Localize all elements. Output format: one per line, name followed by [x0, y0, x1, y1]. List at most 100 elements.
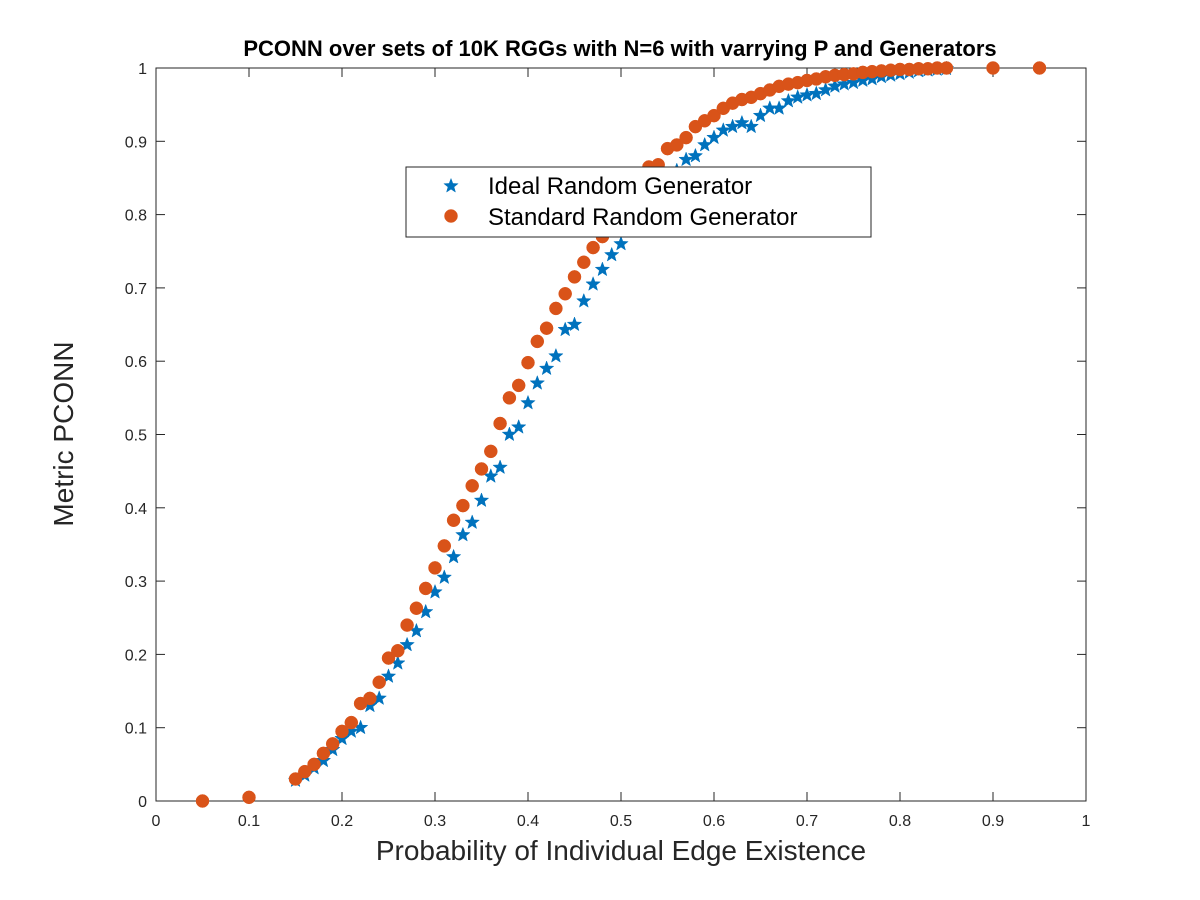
series-standard-random-generator [195, 61, 1047, 808]
legend-marker-standard [444, 209, 458, 223]
data-point-standard-random-generator [986, 61, 1000, 75]
data-point-standard-random-generator [428, 561, 442, 575]
data-point-standard-random-generator [456, 498, 470, 513]
data-point-ideal-random-generator [473, 492, 490, 508]
y-tick-label: 0 [138, 794, 147, 811]
data-point-ideal-random-generator [594, 261, 611, 277]
data-point-standard-random-generator [335, 724, 349, 739]
data-point-ideal-random-generator [724, 118, 741, 134]
data-point-standard-random-generator [298, 764, 312, 779]
data-point-standard-random-generator [939, 61, 954, 75]
x-tick-label: 0.8 [889, 813, 911, 830]
data-point-ideal-random-generator [529, 374, 546, 390]
y-tick-label: 0.8 [125, 208, 147, 225]
data-point-ideal-random-generator [678, 151, 694, 167]
data-point-standard-random-generator [418, 581, 433, 596]
data-point-ideal-random-generator [548, 347, 564, 363]
legend-star-marker [443, 177, 459, 193]
y-tick-label: 0.1 [125, 721, 147, 738]
y-axis-ticks: 0 0.1 0.2 0.3 0.4 0.5 0.6 0.7 0.8 0.9 1 [125, 61, 1086, 811]
data-point-standard-random-generator [567, 270, 582, 284]
data-point-standard-random-generator [307, 757, 321, 772]
data-point-standard-random-generator [511, 378, 526, 393]
y-tick-label: 0.2 [125, 647, 147, 664]
data-point-ideal-random-generator [808, 85, 825, 101]
data-point-standard-random-generator [539, 321, 554, 335]
data-point-standard-random-generator [195, 794, 210, 808]
y-tick-label: 0.5 [125, 428, 147, 445]
data-point-ideal-random-generator [436, 569, 453, 585]
data-point-ideal-random-generator [575, 292, 592, 308]
data-point-standard-random-generator [446, 513, 461, 528]
data-point-standard-random-generator [381, 651, 396, 665]
y-tick-label: 0.9 [125, 134, 147, 151]
y-tick-label: 0.6 [125, 354, 147, 371]
legend-label-standard: Standard Random Generator [488, 204, 798, 231]
data-point-ideal-random-generator [380, 668, 397, 684]
data-point-ideal-random-generator [687, 147, 704, 163]
chart-title: PCONN over sets of 10K RGGs with N=6 wit… [243, 36, 996, 61]
data-point-ideal-random-generator [455, 526, 471, 542]
data-point-ideal-random-generator [492, 459, 508, 475]
x-tick-label: 0.1 [238, 813, 260, 830]
legend-circle-marker [444, 209, 458, 223]
y-tick-label: 1 [138, 61, 147, 78]
data-point-ideal-random-generator [743, 118, 760, 134]
legend-label-ideal: Ideal Random Generator [488, 173, 752, 200]
data-point-ideal-random-generator [464, 514, 481, 530]
data-point-ideal-random-generator [585, 276, 601, 291]
data-point-ideal-random-generator [445, 548, 462, 564]
data-point-standard-random-generator [242, 790, 256, 805]
data-point-standard-random-generator [363, 691, 377, 706]
data-point-ideal-random-generator [603, 246, 620, 262]
x-tick-label: 0.2 [331, 813, 353, 830]
y-tick-label: 0.3 [125, 574, 147, 591]
data-point-ideal-random-generator [557, 321, 574, 337]
data-point-ideal-random-generator [538, 360, 555, 376]
data-point-ideal-random-generator [780, 92, 797, 108]
data-point-ideal-random-generator [817, 81, 834, 97]
data-point-standard-random-generator [288, 772, 303, 786]
legend: Ideal Random Generator Standard Random G… [405, 166, 872, 238]
legend-marker-ideal [443, 177, 459, 193]
data-point-standard-random-generator [437, 539, 452, 553]
data-point-ideal-random-generator [613, 235, 629, 251]
data-point-standard-random-generator [521, 355, 535, 370]
data-point-standard-random-generator [679, 130, 693, 145]
data-point-standard-random-generator [502, 391, 517, 405]
data-point-standard-random-generator [372, 675, 386, 690]
x-tick-label: 0.3 [424, 813, 446, 830]
data-point-ideal-random-generator [715, 122, 732, 137]
x-tick-label: 0.6 [703, 813, 725, 830]
data-point-ideal-random-generator [399, 636, 415, 652]
data-point-standard-random-generator [577, 255, 591, 269]
x-tick-label: 0.4 [517, 813, 539, 830]
data-point-ideal-random-generator [510, 418, 527, 434]
y-tick-label: 0.4 [125, 501, 147, 518]
data-point-standard-random-generator [707, 108, 721, 123]
data-point-standard-random-generator [670, 138, 684, 152]
x-tick-label: 0.7 [796, 813, 818, 830]
data-point-standard-random-generator [474, 462, 489, 476]
data-point-standard-random-generator [325, 737, 340, 751]
x-tick-label: 0.5 [610, 813, 632, 830]
data-point-standard-random-generator [465, 479, 479, 493]
y-tick-label: 0.7 [125, 281, 147, 298]
y-axis-title: Metric PCONN [48, 341, 79, 526]
data-point-standard-random-generator [558, 287, 572, 301]
x-tick-label: 0.9 [982, 813, 1004, 830]
x-tick-label: 1 [1082, 813, 1091, 830]
data-point-standard-random-generator [1032, 61, 1047, 75]
data-point-standard-random-generator [391, 643, 405, 658]
data-point-standard-random-generator [316, 746, 331, 761]
legend-box [405, 166, 872, 238]
data-point-standard-random-generator [586, 240, 600, 255]
x-axis-title: Probability of Individual Edge Existence [376, 835, 866, 866]
data-point-standard-random-generator [400, 618, 414, 632]
data-point-standard-random-generator [484, 444, 498, 459]
data-point-standard-random-generator [409, 601, 424, 615]
x-tick-label: 0 [152, 813, 161, 830]
data-point-standard-random-generator [549, 301, 563, 316]
data-point-standard-random-generator [530, 334, 545, 349]
